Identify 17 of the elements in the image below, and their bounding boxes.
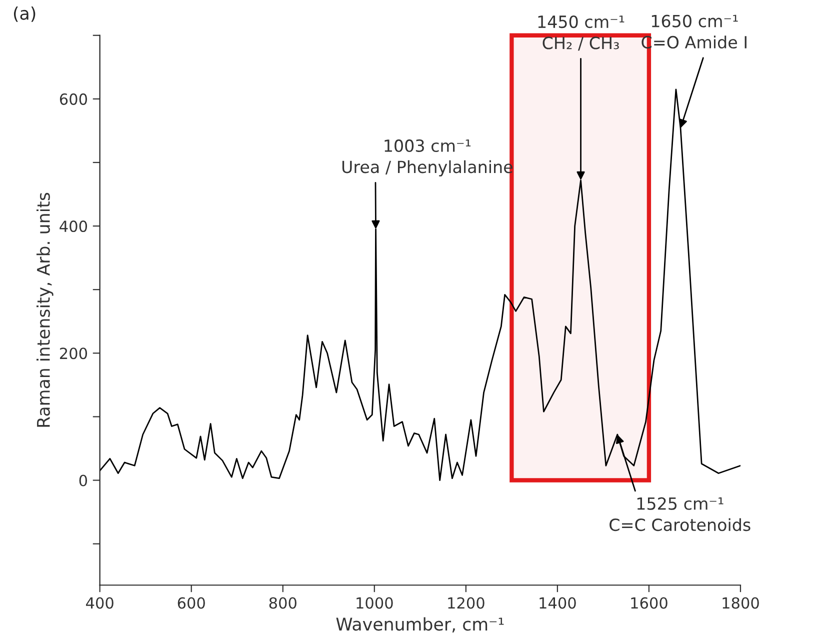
x-tick-label: 800 (269, 597, 296, 609)
y-axis-title: Raman intensity, Arb. units (36, 192, 54, 427)
x-tick-label: 400 (86, 597, 114, 609)
y-tick-label: 400 (60, 220, 88, 232)
x-tick-label: 1800 (722, 597, 759, 609)
text: (a) (14, 6, 36, 22)
x-tick-label: 1200 (448, 597, 484, 609)
x-tick-label: 1400 (540, 597, 576, 609)
y-tick-label: 600 (60, 93, 88, 105)
x-tick-label: 600 (178, 597, 205, 609)
x-axis-title: Wavenumber, cm⁻¹ (336, 617, 504, 632)
x-tick-label: 1600 (631, 597, 668, 609)
x-tick-label: 1000 (356, 597, 393, 609)
y-tick-label: 0 (79, 474, 88, 486)
annotation: 1525 cm⁻¹ C=C Carotenoids (610, 497, 750, 532)
y-tick-label: 200 (60, 348, 88, 360)
annotation: 1450 cm⁻¹ CH₂ / CH₃ (538, 15, 624, 51)
